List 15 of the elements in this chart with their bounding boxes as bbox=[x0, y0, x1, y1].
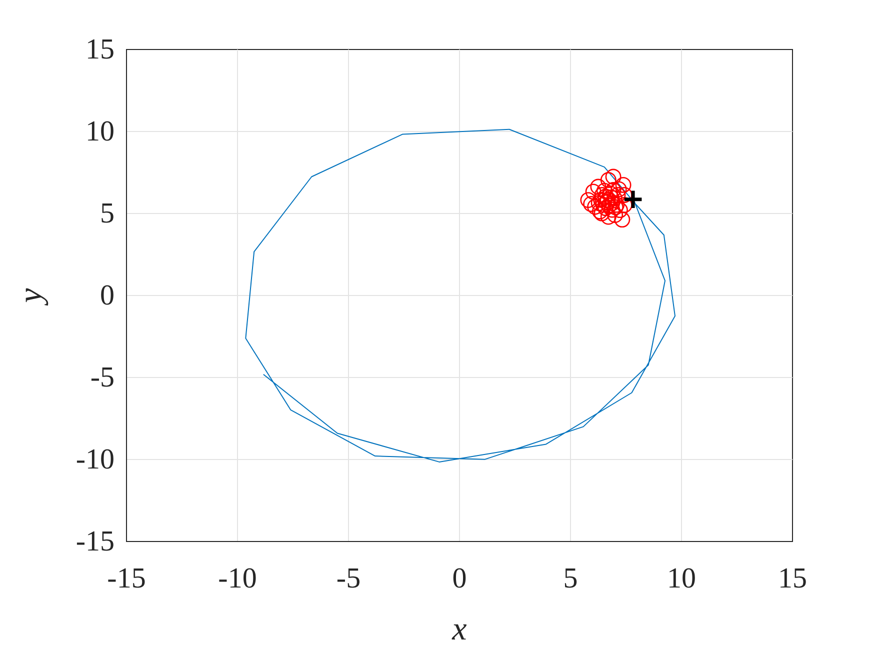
x-tick-label: 5 bbox=[563, 562, 578, 594]
y-tick-label: -5 bbox=[90, 362, 114, 394]
y-tick-label: -10 bbox=[76, 444, 114, 476]
x-tick-label: 10 bbox=[667, 562, 696, 594]
y-tick-label: 15 bbox=[86, 34, 114, 66]
x-tick-label: 15 bbox=[778, 562, 807, 594]
y-tick-label: 5 bbox=[100, 198, 114, 230]
y-axis-title: y bbox=[12, 288, 49, 306]
y-tick-label: 10 bbox=[86, 116, 114, 148]
x-tick-label: -5 bbox=[336, 562, 361, 594]
y-tick-label: -15 bbox=[76, 526, 114, 558]
x-tick-label: 0 bbox=[452, 562, 467, 594]
x-tick-label: -10 bbox=[218, 562, 257, 594]
x-axis-title: x bbox=[451, 612, 468, 648]
y-tick-label: 0 bbox=[100, 280, 114, 312]
